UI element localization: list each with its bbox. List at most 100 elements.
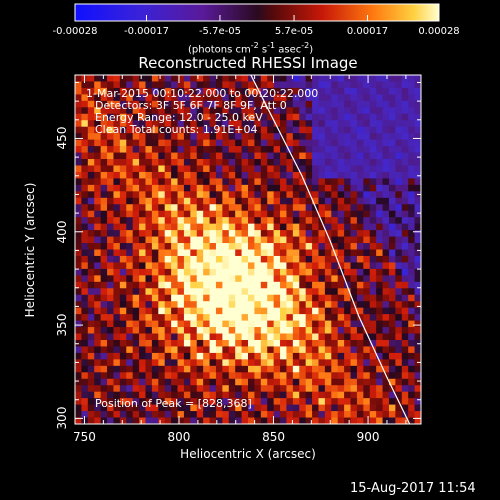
heatmap-cell <box>305 94 313 102</box>
heatmap-cell <box>408 184 415 192</box>
heatmap-cell <box>312 146 319 153</box>
heatmap-cell <box>267 391 275 399</box>
heatmap-cell <box>292 378 300 386</box>
heatmap-cell <box>183 333 191 341</box>
heatmap-cell <box>183 288 191 296</box>
heatmap-cell <box>196 404 204 412</box>
heatmap-cell <box>75 417 82 424</box>
heatmap-cell <box>171 359 178 367</box>
heatmap-cell <box>215 81 223 89</box>
heatmap-cell <box>171 165 178 173</box>
heatmap-cell <box>337 230 345 237</box>
heatmap-cell <box>408 204 415 212</box>
heatmap-cell <box>203 320 210 328</box>
heatmap-cell <box>363 294 371 302</box>
heatmap-cell <box>363 120 371 128</box>
heatmap-cell <box>209 307 217 315</box>
heatmap-cell <box>151 107 159 115</box>
heatmap-cell <box>119 288 127 296</box>
heatmap-cell <box>292 236 300 244</box>
heatmap-cell <box>158 372 166 380</box>
heatmap-cell <box>228 223 236 231</box>
heatmap-cell <box>369 210 377 218</box>
heatmap-cell <box>164 210 172 218</box>
heatmap-cell <box>235 184 242 192</box>
heatmap-cell <box>126 197 134 205</box>
heatmap-cell <box>164 223 172 231</box>
heatmap-cell <box>228 404 236 412</box>
heatmap-cell <box>260 365 268 373</box>
heatmap-cell <box>183 100 191 108</box>
heatmap-cell <box>388 268 396 276</box>
heatmap-cell <box>260 243 268 250</box>
heatmap-cell <box>119 197 127 205</box>
heatmap-cell <box>94 365 102 373</box>
heatmap-cell <box>254 139 262 147</box>
heatmap-cell <box>132 120 140 128</box>
heatmap-cell <box>151 359 159 367</box>
heatmap-cell <box>318 139 326 147</box>
heatmap-cell <box>151 113 159 121</box>
heatmap-cell <box>305 126 313 134</box>
heatmap-cell <box>235 107 242 115</box>
heatmap-cell <box>305 417 313 424</box>
heatmap-cell <box>203 204 210 212</box>
heatmap-cell <box>395 171 403 179</box>
heatmap-cell <box>183 146 191 153</box>
heatmap-cell <box>318 320 326 328</box>
heatmap-cell <box>190 133 198 141</box>
heatmap-cell <box>139 378 146 386</box>
heatmap-cell <box>292 204 300 212</box>
heatmap-cell <box>132 159 140 166</box>
heatmap-cell <box>215 333 223 341</box>
heatmap-cell <box>241 94 249 102</box>
heatmap-cell <box>94 411 102 418</box>
heatmap-cell <box>203 146 210 153</box>
heatmap-cell <box>126 75 134 82</box>
heatmap-cell <box>126 152 134 160</box>
heatmap-cell <box>305 359 313 367</box>
heatmap-cell <box>107 249 114 257</box>
heatmap-cell <box>171 139 178 147</box>
heatmap-cell <box>81 352 89 360</box>
heatmap-cell <box>209 236 217 244</box>
heatmap-cell <box>158 159 166 166</box>
heatmap-cell <box>331 262 339 270</box>
heatmap-cell <box>260 236 268 244</box>
heatmap-cell <box>164 294 172 302</box>
heatmap-cell <box>286 133 294 141</box>
heatmap-cell <box>132 333 140 341</box>
heatmap-cell <box>260 159 268 166</box>
heatmap-cell <box>286 262 294 270</box>
heatmap-cell <box>75 314 82 321</box>
heatmap-cell <box>376 320 383 328</box>
heatmap-cell <box>94 81 102 89</box>
heatmap-cell <box>190 372 198 380</box>
heatmap-cell <box>292 398 300 406</box>
heatmap-cell <box>235 288 242 296</box>
heatmap-cell <box>203 113 210 121</box>
heatmap-cell <box>292 217 300 225</box>
heatmap-cell <box>312 159 319 166</box>
heatmap-cell <box>241 152 249 160</box>
heatmap-cell <box>100 372 108 380</box>
heatmap-cell <box>222 126 230 134</box>
heatmap-cell <box>164 275 172 283</box>
heatmap-cell <box>337 307 345 315</box>
heatmap-cell <box>280 236 287 244</box>
heatmap-cell <box>376 139 383 147</box>
heatmap-cell <box>119 411 127 418</box>
heatmap-cell <box>177 120 185 128</box>
heatmap-cell <box>267 126 275 134</box>
heatmap-cell <box>388 236 396 244</box>
heatmap-cell <box>318 197 326 205</box>
heatmap-cell <box>350 359 358 367</box>
heatmap-cell <box>408 159 415 166</box>
heatmap-cell <box>350 236 358 244</box>
heatmap-cell <box>196 385 204 393</box>
heatmap-cell <box>344 307 351 315</box>
heatmap-cell <box>145 243 153 250</box>
heatmap-cell <box>183 243 191 250</box>
heatmap-cell <box>267 249 275 257</box>
heatmap-cell <box>164 243 172 250</box>
